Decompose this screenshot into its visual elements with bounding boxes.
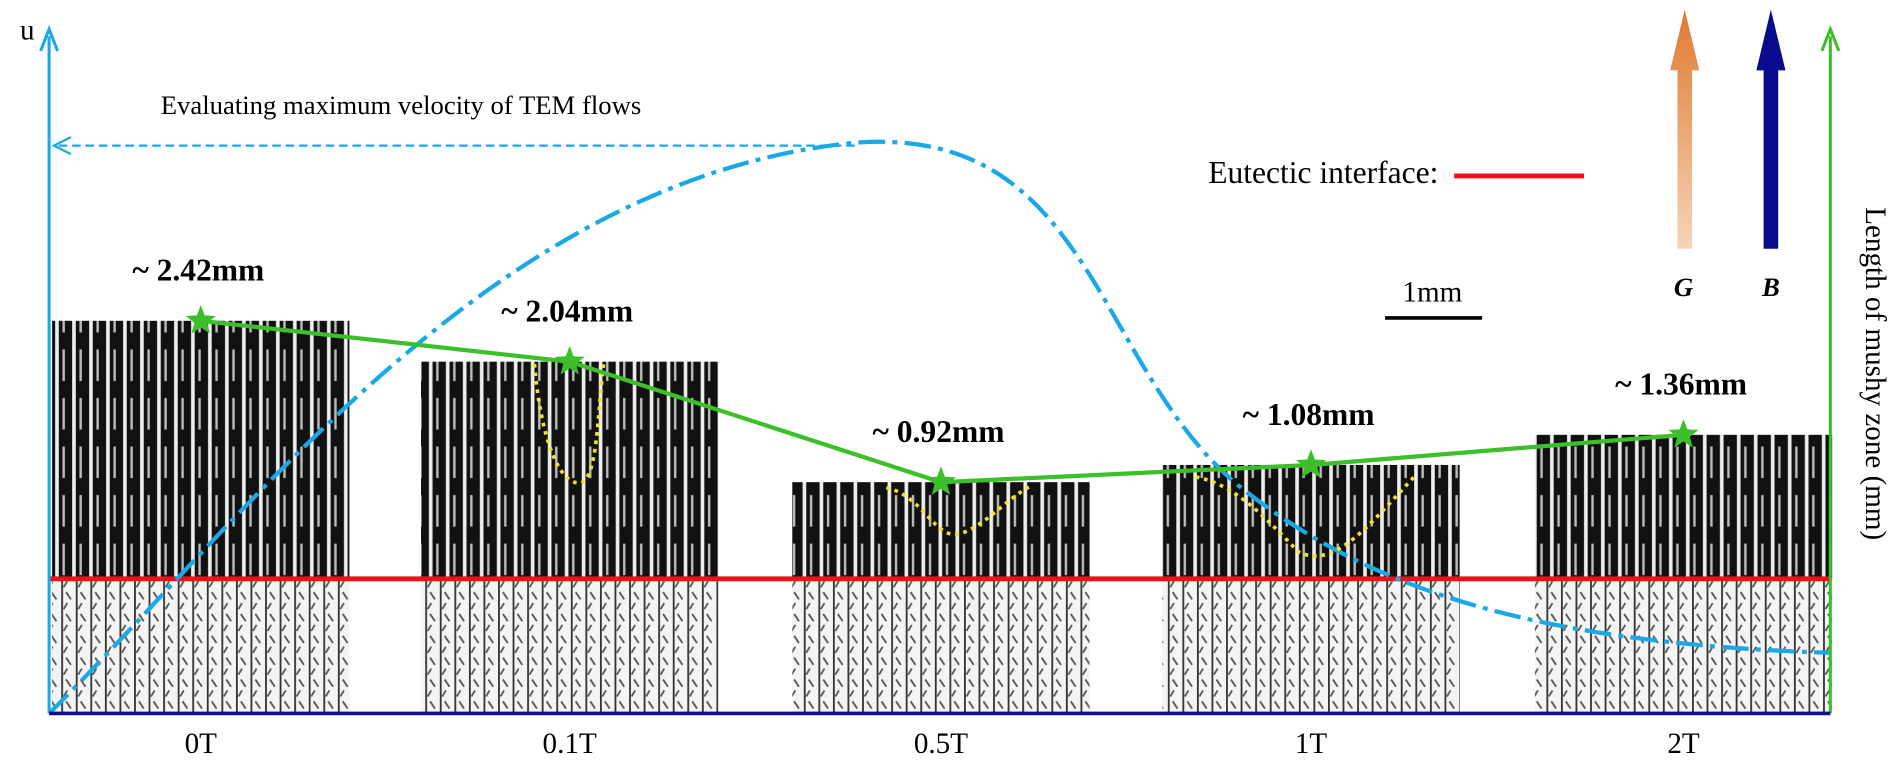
x-tick-label: 0.5T [914, 728, 968, 760]
y2-axis-label: Length of mushy zone (mm) [1859, 207, 1891, 540]
data-label: ~ 1.08mm [1243, 397, 1375, 432]
x-tick-label: 2T [1667, 728, 1700, 760]
data-label: ~ 2.42mm [132, 253, 264, 288]
x-tick-label: 0T [185, 728, 218, 760]
micrograph-lower [421, 578, 719, 714]
micrographs [52, 320, 1833, 714]
micrograph-upper [421, 361, 719, 579]
flow-marks [532, 363, 1416, 558]
data-label: ~ 0.92mm [873, 414, 1005, 449]
micrograph-lower [1534, 578, 1833, 714]
micrograph-upper [52, 320, 350, 579]
velocity-curve [47, 139, 1831, 715]
micrograph-lower [1162, 578, 1460, 714]
x-tick-label: 0.1T [543, 728, 597, 760]
micrograph-upper [1534, 434, 1833, 579]
field-arrow [1756, 9, 1786, 249]
annotation: Evaluating maximum velocity of TEM flows [161, 90, 642, 120]
star-marker [925, 466, 956, 495]
star-marker [554, 345, 585, 375]
interface-label: Eutectic interface: [1208, 155, 1438, 190]
y-axis-label: u [20, 14, 35, 46]
star-marker [185, 305, 216, 334]
micrograph-lower [52, 578, 350, 714]
axis-arrow [39, 24, 60, 52]
arrow-head [51, 136, 72, 156]
x-tick-label: 1T [1295, 728, 1328, 760]
arrow-label: B [1761, 272, 1780, 302]
micrograph-lower [792, 578, 1090, 714]
gradient-arrow [1670, 9, 1700, 249]
data-label: ~ 1.36mm [1615, 367, 1747, 402]
star-marker [1668, 419, 1699, 448]
star-marker [1295, 449, 1327, 478]
data-label: ~ 2.04mm [501, 294, 633, 329]
axis-arrow [1820, 24, 1841, 52]
arrow-label: G [1674, 272, 1693, 302]
series-layer [185, 305, 1699, 495]
scale-bar-label: 1mm [1402, 277, 1462, 309]
micrograph-upper [1162, 464, 1460, 579]
